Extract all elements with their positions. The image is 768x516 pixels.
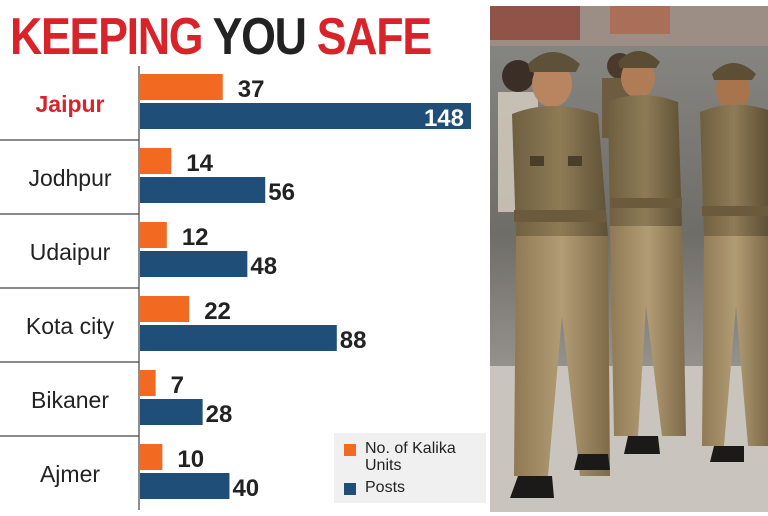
value-label-units: 12	[182, 224, 209, 251]
legend-label-units: No. of Kalika Units	[365, 440, 456, 474]
title-keeping: KEEPING	[10, 8, 213, 66]
value-label-posts: 148	[424, 105, 464, 132]
value-label-posts: 28	[206, 401, 233, 428]
value-label-units: 37	[238, 76, 265, 103]
bar-units	[140, 444, 163, 470]
category-label: Jodhpur	[28, 165, 111, 191]
bar-units	[140, 74, 223, 100]
value-label-units: 7	[171, 372, 184, 399]
bar-units	[140, 296, 190, 322]
bar-posts	[140, 177, 266, 203]
bar-posts	[140, 103, 471, 129]
police-women-patrol-photo	[490, 6, 768, 512]
legend-label-posts: Posts	[365, 479, 406, 496]
bar-posts	[140, 399, 203, 425]
legend: No. of Kalika Units Posts	[334, 433, 486, 503]
category-label: Udaipur	[30, 239, 111, 265]
value-label-units: 10	[177, 446, 204, 473]
bar-units	[140, 222, 167, 248]
photo-illustration	[490, 6, 768, 512]
category-label: Jaipur	[35, 91, 104, 117]
bar-posts	[140, 473, 230, 499]
bar-units	[140, 148, 172, 174]
value-label-posts: 56	[268, 179, 295, 206]
title-safe: SAFE	[316, 8, 432, 66]
legend-item-units: No. of Kalika Units	[344, 440, 477, 474]
bar-chart: Jaipur 37 148 Jodhpur 14 56 Udaipur 12 48 Kota ci…	[0, 66, 471, 510]
value-label-posts: 88	[340, 327, 367, 354]
value-label-posts: 48	[250, 253, 277, 280]
bar-units	[140, 370, 156, 396]
bar-posts	[140, 251, 248, 277]
category-label: Bikaner	[31, 387, 109, 413]
category-label: Kota city	[26, 313, 115, 339]
chart-title: KEEPING YOU SAFE	[10, 6, 432, 68]
category-label: Ajmer	[40, 461, 100, 487]
legend-swatch-units	[344, 444, 356, 456]
value-label-units: 14	[186, 150, 213, 177]
legend-swatch-posts	[344, 483, 356, 495]
title-you: YOU	[212, 8, 317, 66]
value-label-units: 22	[204, 298, 231, 325]
value-label-posts: 40	[232, 475, 259, 502]
bar-posts	[140, 325, 337, 351]
legend-item-posts: Posts	[344, 479, 477, 496]
